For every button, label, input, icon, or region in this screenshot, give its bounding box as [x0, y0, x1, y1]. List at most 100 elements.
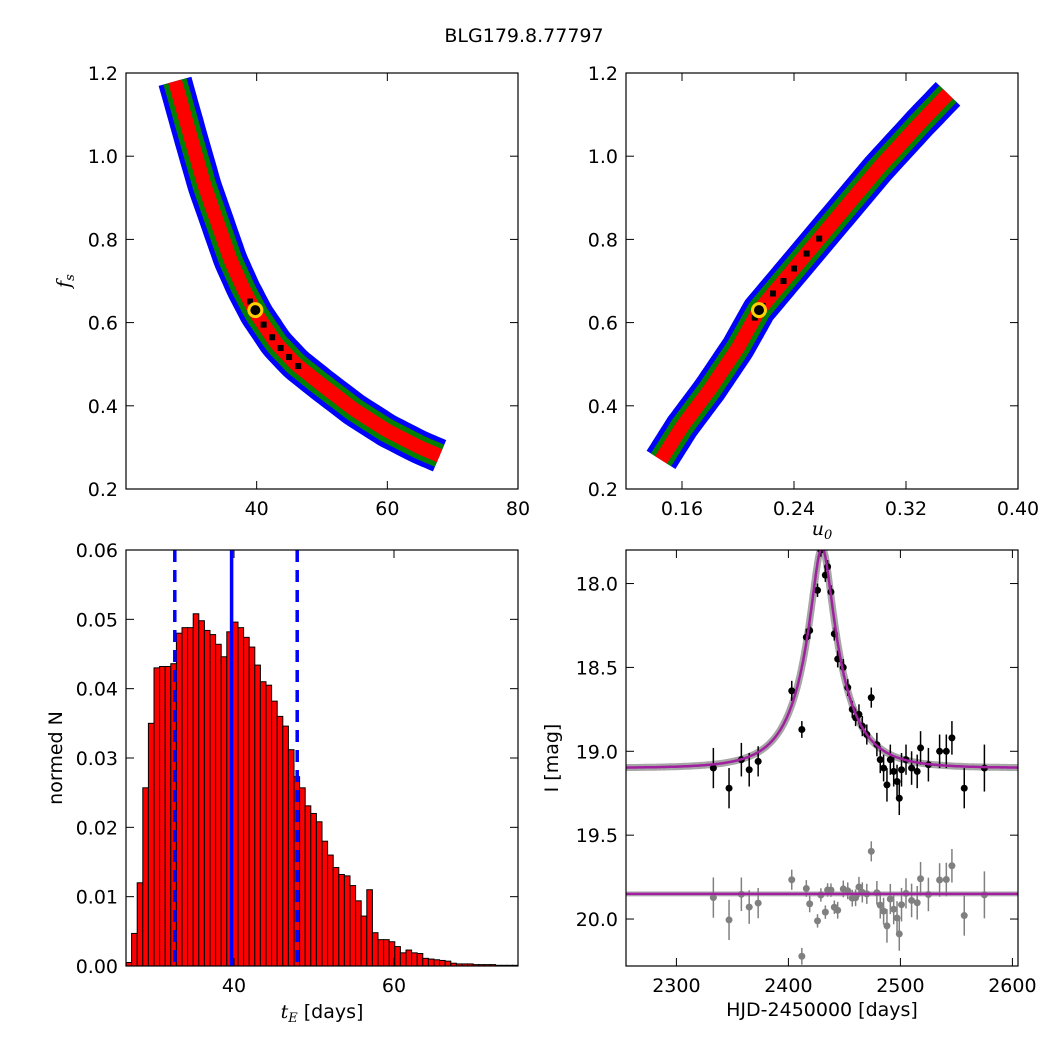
- y-axis-label: normed N: [45, 711, 67, 805]
- plot-area: [158, 76, 447, 472]
- y-tick-label: 0.02: [76, 817, 118, 839]
- contour-core-cell: [295, 363, 302, 370]
- y-tick-label: 0.8: [588, 229, 618, 251]
- hist-bar: [299, 787, 306, 966]
- contour-core-cell: [791, 265, 797, 272]
- hist-bar: [198, 620, 205, 966]
- residual-point: [960, 912, 968, 920]
- hist-bar: [405, 949, 413, 966]
- x-tick-label: 0.16: [661, 498, 703, 520]
- data-point: [913, 767, 921, 775]
- residual-point: [745, 903, 753, 911]
- x-axis-label: u0: [812, 518, 833, 543]
- x-tick-label: 60: [382, 975, 406, 997]
- data-point: [814, 586, 822, 594]
- y-axis-label: I [mag]: [541, 724, 563, 793]
- hist-bar: [187, 627, 194, 966]
- data-point: [709, 764, 717, 772]
- hist-bar: [444, 960, 452, 966]
- residual-point: [788, 876, 796, 884]
- data-point: [886, 756, 894, 764]
- plot-area: [126, 550, 518, 966]
- y-axis-label: fs: [53, 274, 78, 290]
- data-point: [745, 766, 753, 774]
- hist-bar: [248, 646, 256, 966]
- residual-point: [942, 876, 950, 884]
- hist-bar: [181, 627, 189, 966]
- y-tick-label: 0.00: [76, 956, 118, 978]
- axes-frame: [625, 549, 1019, 967]
- x-axis-label: tE [days]: [281, 1001, 364, 1026]
- plot-area: [646, 82, 961, 469]
- residual-point: [709, 894, 717, 902]
- y-tick-label: 18.0: [576, 574, 618, 596]
- x-tick-label: 80: [506, 498, 530, 520]
- hist-bar: [433, 959, 441, 966]
- hist-bar: [315, 821, 323, 966]
- residual-point: [844, 887, 852, 895]
- model-band: [626, 550, 1018, 772]
- hist-bar: [411, 952, 418, 966]
- contour-core-cell: [816, 235, 823, 242]
- residual-point: [936, 876, 944, 884]
- hist-bar: [427, 958, 435, 966]
- hist-bar: [271, 700, 278, 966]
- residual-point: [898, 901, 906, 909]
- best-fit-marker: [751, 302, 767, 319]
- panel-light-curve: 2300 2400 2500 2600 18.0 18.5 19.0 19.5 20.0 HJD-…: [541, 549, 1037, 1021]
- hist-bar: [237, 627, 245, 966]
- y-tick-label: 0.04: [76, 679, 118, 701]
- x-tick-label: 0.32: [885, 498, 927, 520]
- hist-bar: [159, 665, 166, 966]
- contour-core-cell: [246, 298, 253, 305]
- hist-bar: [371, 932, 379, 966]
- contour-core-cell: [780, 278, 787, 284]
- hist-bar: [209, 634, 217, 966]
- residual-point: [827, 886, 835, 894]
- best-fit-marker: [247, 302, 264, 319]
- contour-core-cell: [277, 345, 284, 352]
- x-tick-label: 2400: [764, 975, 812, 997]
- panel-fs-vs-u0: 0.16 0.24 0.32 0.40 0.2 0.4 0.6 0.8 1.0 1.2 u0: [588, 63, 1039, 543]
- residual-point: [725, 916, 733, 924]
- y-tick-label: 19.0: [576, 741, 618, 763]
- residual-point: [855, 883, 863, 891]
- data-point: [936, 747, 944, 755]
- hist-bar: [332, 867, 340, 966]
- residual-point: [852, 894, 860, 902]
- residual-point: [883, 922, 891, 930]
- data-point: [883, 781, 891, 789]
- data-point: [880, 764, 888, 772]
- panel-fs-vs-tE: 40 60 80 0.2 0.4 0.6 0.8 1.0 1.2 fs: [53, 63, 530, 520]
- hist-bar: [254, 664, 261, 966]
- data-point: [876, 756, 884, 764]
- y-tick-label: 0.2: [588, 479, 618, 501]
- y-tick-label: 0.03: [76, 748, 118, 770]
- contour-core-cell: [286, 354, 293, 361]
- residual-point: [880, 907, 888, 915]
- hist-bar: [343, 875, 351, 966]
- hist-bar: [203, 629, 211, 966]
- x-tick-label: 40: [245, 498, 269, 520]
- residual-point: [821, 908, 829, 916]
- residual-point: [948, 862, 956, 870]
- y-tick-label: 0.06: [76, 540, 118, 562]
- x-tick-label: 0.40: [997, 498, 1039, 520]
- residual-point: [806, 900, 814, 908]
- hist-bar: [304, 805, 312, 966]
- hist-bar: [321, 840, 329, 966]
- data-point: [917, 744, 925, 752]
- hist-bar: [265, 684, 273, 966]
- residual-point: [913, 899, 921, 907]
- residual-point: [908, 896, 916, 904]
- contour-core-cell: [770, 290, 776, 297]
- residual-point: [876, 901, 884, 909]
- y-tick-label: 0.4: [588, 396, 618, 418]
- data-point: [898, 766, 906, 774]
- contour-core-cell: [803, 250, 810, 257]
- hist-bar: [153, 667, 161, 966]
- hist-bar: [147, 722, 155, 966]
- hist-bar: [136, 882, 144, 966]
- contour-inner: [655, 88, 953, 464]
